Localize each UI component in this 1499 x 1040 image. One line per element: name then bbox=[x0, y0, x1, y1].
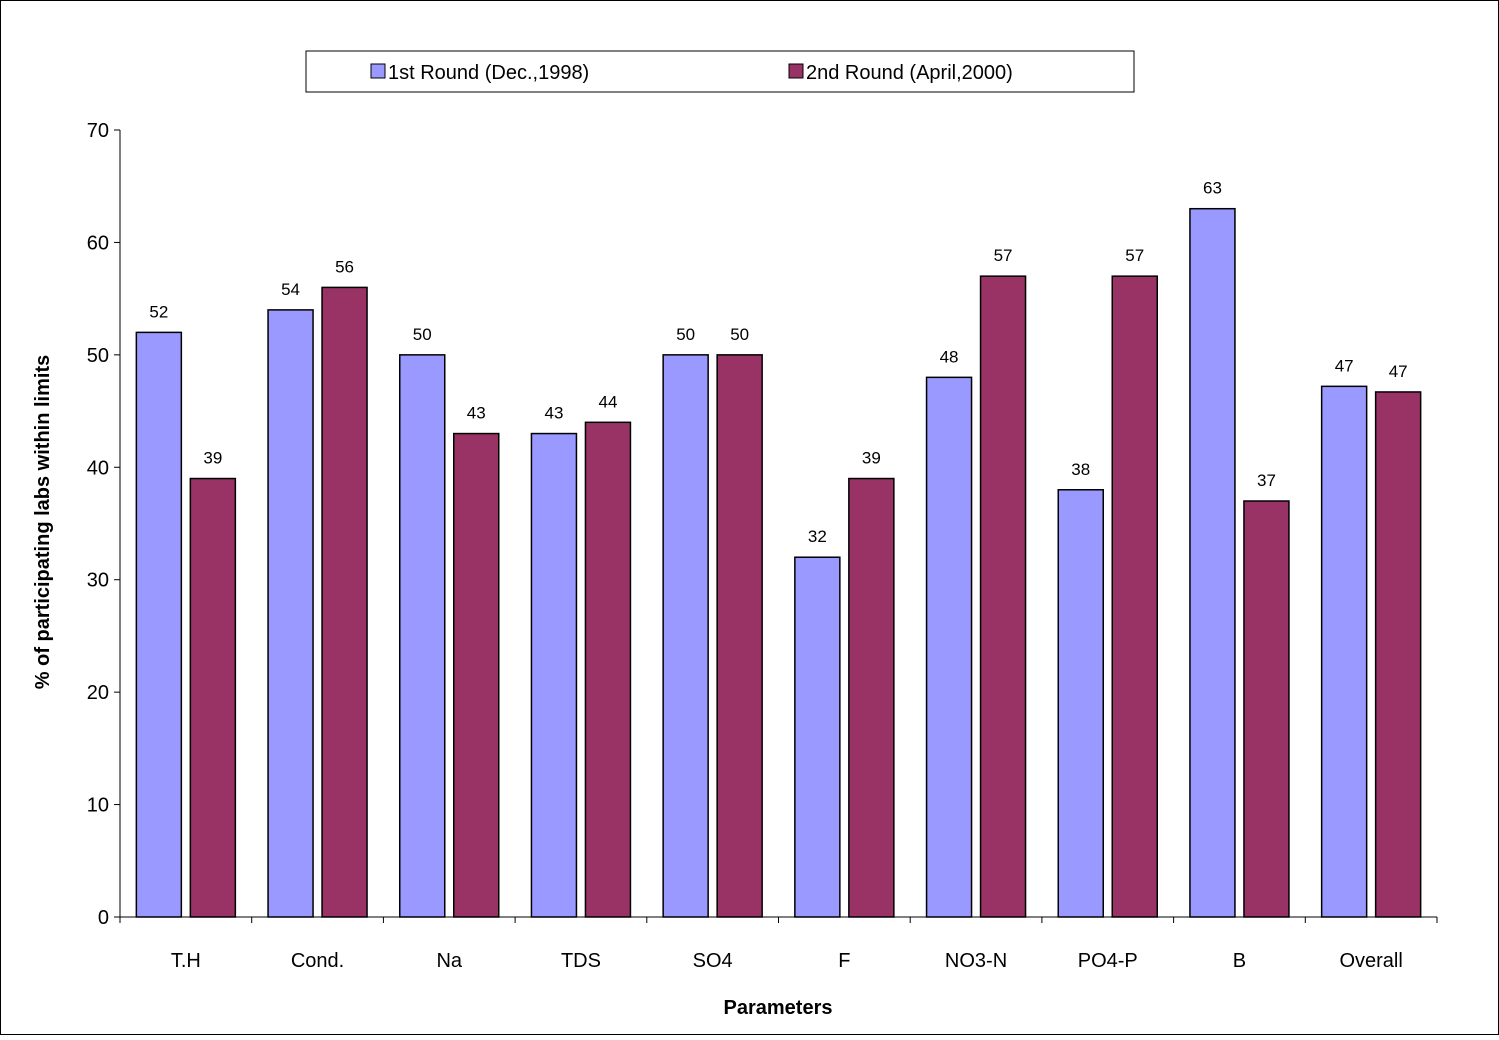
data-label-series-2: 44 bbox=[598, 392, 617, 411]
y-tick-label: 0 bbox=[98, 907, 109, 929]
data-label-series-1: 50 bbox=[676, 325, 695, 344]
y-axis-title: % of participating labs within limits bbox=[32, 355, 54, 689]
bar-series-2 bbox=[1243, 500, 1290, 918]
y-tick-label: 60 bbox=[87, 232, 109, 254]
x-tick-label: Cond. bbox=[291, 950, 344, 972]
bar-series-1 bbox=[399, 354, 446, 918]
data-label-series-2: 47 bbox=[1389, 362, 1408, 381]
y-tick-label: 10 bbox=[87, 795, 109, 817]
bar-series-2 bbox=[979, 275, 1027, 918]
data-label-series-2: 37 bbox=[1257, 471, 1276, 490]
data-label-series-1: 43 bbox=[544, 404, 563, 423]
bar-series-2 bbox=[453, 432, 500, 918]
plot-area: 0 10 20 30 40 50 60 70 T.H 52 39 Cond. 54 56 Na 50 43 TDS… bbox=[87, 120, 1438, 972]
bar-series-1 bbox=[267, 309, 314, 918]
bar-series-1 bbox=[925, 376, 973, 918]
y-tick-label: 30 bbox=[87, 570, 109, 592]
data-label-series-2: 39 bbox=[203, 449, 222, 468]
legend-box bbox=[305, 50, 1135, 93]
x-tick-label: F bbox=[838, 950, 850, 972]
data-label-series-1: 54 bbox=[281, 280, 300, 299]
legend-label-series-2: 2nd Round (April,2000) bbox=[806, 62, 1013, 84]
bar-series-1 bbox=[530, 432, 578, 918]
data-label-series-2: 57 bbox=[1125, 246, 1144, 265]
bar-series-1 bbox=[1057, 489, 1104, 918]
data-label-series-1: 32 bbox=[808, 527, 827, 546]
bar-series-2 bbox=[716, 354, 763, 918]
y-tick-label: 40 bbox=[87, 457, 109, 479]
data-label-series-1: 47 bbox=[1335, 356, 1354, 375]
data-label-series-1: 48 bbox=[940, 347, 959, 366]
y-tick-label: 20 bbox=[87, 682, 109, 704]
bar-series-2 bbox=[848, 477, 895, 918]
x-tick-label: NO3-N bbox=[945, 950, 1007, 972]
x-tick-label: Overall bbox=[1339, 950, 1402, 972]
data-label-series-1: 63 bbox=[1203, 179, 1222, 198]
x-tick-label: SO4 bbox=[693, 950, 733, 972]
x-tick-label: B bbox=[1233, 950, 1246, 972]
y-tick-label: 70 bbox=[87, 120, 109, 142]
data-label-series-2: 50 bbox=[730, 325, 749, 344]
bar-series-1 bbox=[794, 556, 841, 918]
data-label-series-2: 43 bbox=[467, 404, 486, 423]
legend-label-series-1: 1st Round (Dec.,1998) bbox=[388, 62, 589, 84]
x-tick-label: PO4-P bbox=[1078, 950, 1138, 972]
legend-swatch-series-2 bbox=[788, 63, 804, 79]
bar-series-1 bbox=[135, 331, 183, 918]
bar-series-2 bbox=[321, 286, 368, 918]
bar-series-1 bbox=[662, 354, 709, 918]
bar-series-2 bbox=[1111, 275, 1158, 918]
x-tick-label: TDS bbox=[561, 950, 601, 972]
data-label-series-2: 39 bbox=[862, 449, 881, 468]
bar-series-2 bbox=[189, 477, 237, 918]
legend: 1st Round (Dec.,1998) 2nd Round (April,2… bbox=[305, 50, 1135, 93]
x-tick-label: T.H bbox=[171, 950, 201, 972]
bar-series-2 bbox=[584, 421, 632, 918]
x-tick-label: Na bbox=[436, 950, 462, 972]
data-label-series-2: 56 bbox=[335, 257, 354, 276]
data-label-series-1: 50 bbox=[413, 325, 432, 344]
data-label-series-2: 57 bbox=[994, 246, 1013, 265]
bar-series-1 bbox=[1320, 385, 1368, 918]
bar-series-1 bbox=[1189, 207, 1236, 918]
x-axis-title: Parameters bbox=[724, 997, 833, 1019]
data-label-series-1: 38 bbox=[1071, 460, 1090, 479]
y-tick-label: 50 bbox=[87, 345, 109, 367]
legend-swatch-series-1 bbox=[370, 63, 386, 79]
data-label-series-1: 52 bbox=[149, 302, 168, 321]
bar-series-2 bbox=[1374, 391, 1422, 918]
